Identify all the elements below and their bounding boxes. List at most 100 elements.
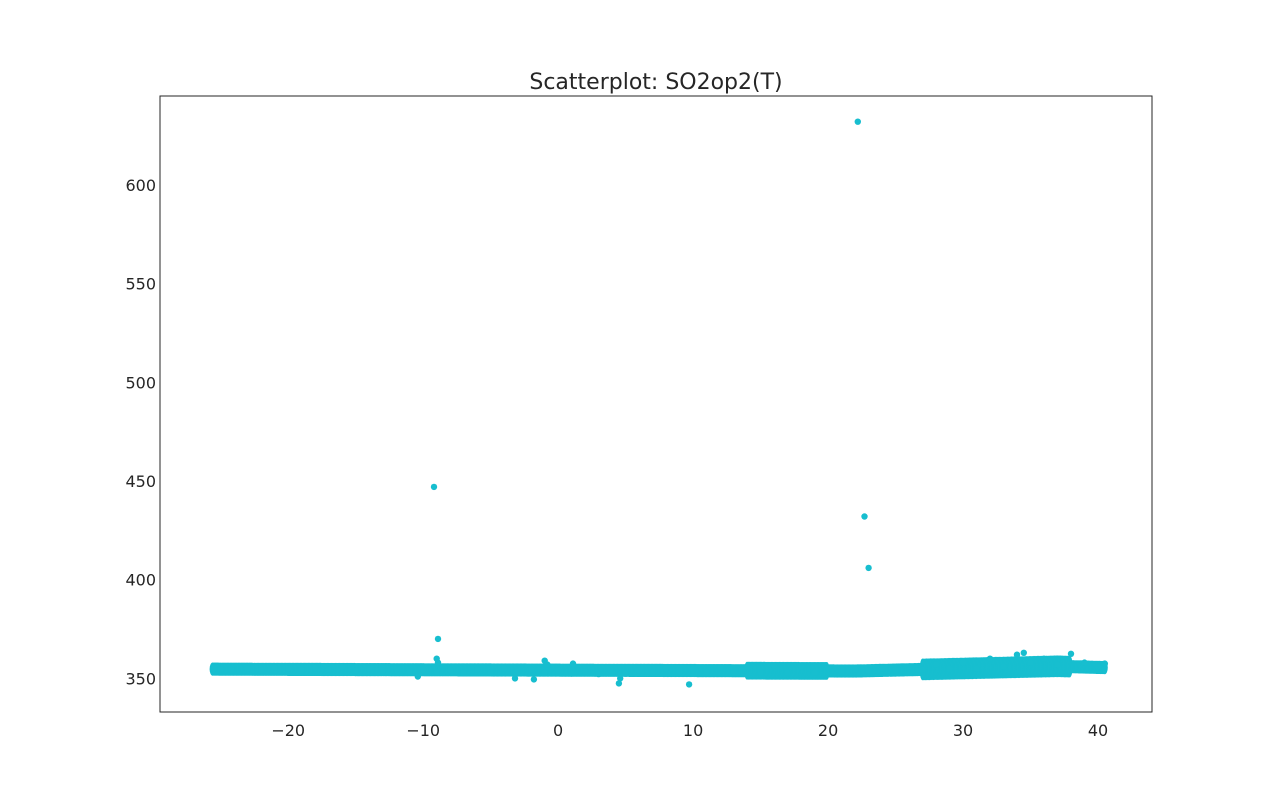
data-point [1094, 663, 1102, 670]
data-point [743, 663, 751, 670]
data-point [554, 667, 562, 674]
x-tick-label: −20 [271, 721, 305, 740]
data-point [797, 663, 805, 670]
x-tick-labels: −20 −10 0 10 20 30 40 [271, 721, 1108, 740]
data-point [685, 681, 693, 688]
data-point [528, 666, 535, 673]
data-point [878, 665, 886, 672]
y-tick-label: 350 [125, 669, 156, 688]
x-tick-label: 0 [553, 721, 563, 740]
x-tick-label: 30 [953, 721, 973, 740]
data-point [1054, 661, 1061, 668]
data-point [854, 118, 861, 125]
data-point [298, 666, 305, 674]
data-point [595, 670, 602, 678]
data-point [430, 483, 438, 491]
data-point [865, 564, 872, 572]
data-point [716, 664, 724, 671]
data-point [892, 666, 899, 674]
data-point [676, 668, 683, 675]
data-point [770, 662, 778, 669]
data-point [434, 635, 442, 643]
data-point [393, 666, 400, 673]
data-point [352, 667, 359, 674]
data-point [244, 665, 251, 672]
x-tick-label: −10 [406, 721, 440, 740]
data-point [757, 668, 764, 676]
data-point [217, 666, 224, 673]
data-point [1081, 659, 1088, 666]
data-point [474, 666, 481, 673]
data-point [501, 665, 508, 672]
data-point [366, 665, 373, 672]
data-point [946, 665, 953, 673]
data-point [689, 665, 697, 673]
data-point [541, 669, 548, 677]
data-point [608, 669, 616, 676]
y-tick-label: 500 [125, 373, 156, 392]
data-point [635, 667, 643, 674]
data-point [568, 670, 575, 677]
data-point [919, 666, 926, 673]
data-point [447, 666, 454, 674]
data-point [487, 669, 494, 676]
data-point [617, 675, 624, 682]
x-tick-label: 20 [818, 721, 838, 740]
data-point [838, 668, 845, 675]
data-point [339, 663, 346, 671]
data-point [824, 664, 832, 671]
data-point [986, 655, 994, 662]
data-point [1067, 650, 1075, 657]
data-point [434, 659, 442, 666]
y-tick-labels: 350 400 450 500 550 600 [125, 176, 156, 689]
data-point [649, 669, 656, 676]
data-point [662, 665, 670, 672]
data-point [851, 666, 859, 673]
data-point [210, 665, 218, 672]
y-tick-label: 550 [125, 275, 156, 294]
data-point [544, 661, 551, 668]
data-point [228, 666, 235, 674]
data-point [973, 665, 980, 672]
data-point [959, 659, 967, 666]
data-point [615, 680, 623, 687]
data-point [312, 664, 319, 672]
data-point [811, 669, 818, 676]
data-point [379, 667, 386, 675]
data-point [861, 513, 868, 520]
data-point [865, 667, 872, 675]
data-point [1013, 651, 1021, 658]
data-point [460, 669, 467, 677]
data-point [511, 675, 519, 682]
data-point [530, 676, 538, 683]
data-point [905, 663, 913, 670]
data-point [325, 666, 332, 673]
chart-title: Scatterplot: SO2op2(T) [529, 70, 782, 95]
data-point [433, 669, 440, 676]
data-point [1000, 663, 1007, 670]
data-point [1020, 649, 1027, 656]
data-point [784, 669, 791, 677]
data-point [1040, 655, 1048, 662]
data-point [271, 664, 278, 671]
data-point [258, 667, 265, 674]
data-point [581, 668, 589, 675]
data-point [703, 668, 710, 676]
x-tick-label: 40 [1088, 721, 1108, 740]
data-point [622, 670, 629, 677]
data-point [414, 673, 421, 680]
data-point [932, 661, 940, 668]
data-point [1027, 659, 1034, 666]
data-point [420, 666, 427, 673]
y-tick-label: 400 [125, 571, 156, 590]
data-point [406, 668, 413, 675]
y-tick-label: 600 [125, 176, 156, 195]
y-tick-label: 450 [125, 472, 156, 491]
data-point [730, 669, 737, 676]
data-point [1101, 660, 1109, 667]
plot-frame [159, 95, 1153, 713]
x-tick-label: 10 [683, 721, 703, 740]
data-point [285, 665, 292, 672]
point-layer [210, 118, 1109, 688]
